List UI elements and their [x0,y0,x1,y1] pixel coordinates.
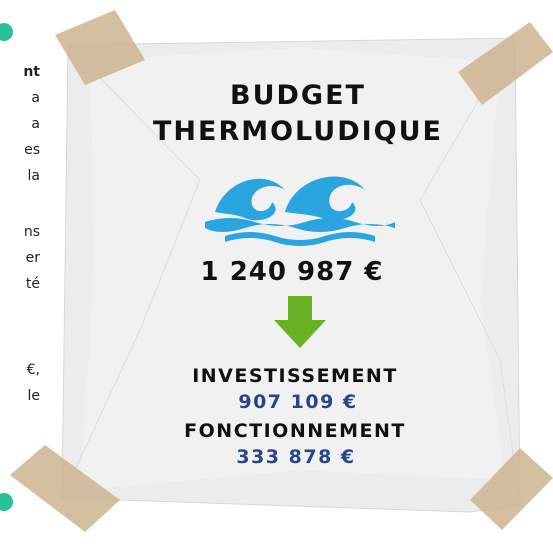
tape [10,445,120,532]
text-fragment: €, [27,362,40,378]
left-text: nt aa es la ns er té €, le [23,64,40,404]
text-fragment: a [31,90,40,106]
text-fragment: le [27,388,40,404]
note [61,37,521,513]
text-fragment: la [28,168,40,184]
text-fragment: té [26,276,40,292]
dot [0,493,13,511]
text-fragment: nt [23,64,40,80]
text-fragment: er [26,250,41,266]
title: BUDGET [230,80,366,111]
wave-icon [205,176,395,246]
crease [419,37,521,506]
item-amount: 907 109 € [238,391,357,413]
dot [0,23,13,41]
item-amount: 333 878 € [236,446,355,468]
crease [61,44,201,499]
paper-texture [80,48,505,490]
item-label: FONCTIONNEMENT [184,420,406,442]
text-fragment: a [31,116,40,132]
text-fragment: ns [24,224,40,240]
text-fragment: es [24,142,40,158]
total: 1 240 987 € [201,257,384,287]
tape [458,22,553,105]
tape [470,448,553,530]
tape [55,10,145,85]
tapes [10,10,553,532]
arrow [274,296,326,348]
item-label: INVESTISSEMENT [192,365,398,387]
title: THERMOLUDIQUE [153,116,443,147]
